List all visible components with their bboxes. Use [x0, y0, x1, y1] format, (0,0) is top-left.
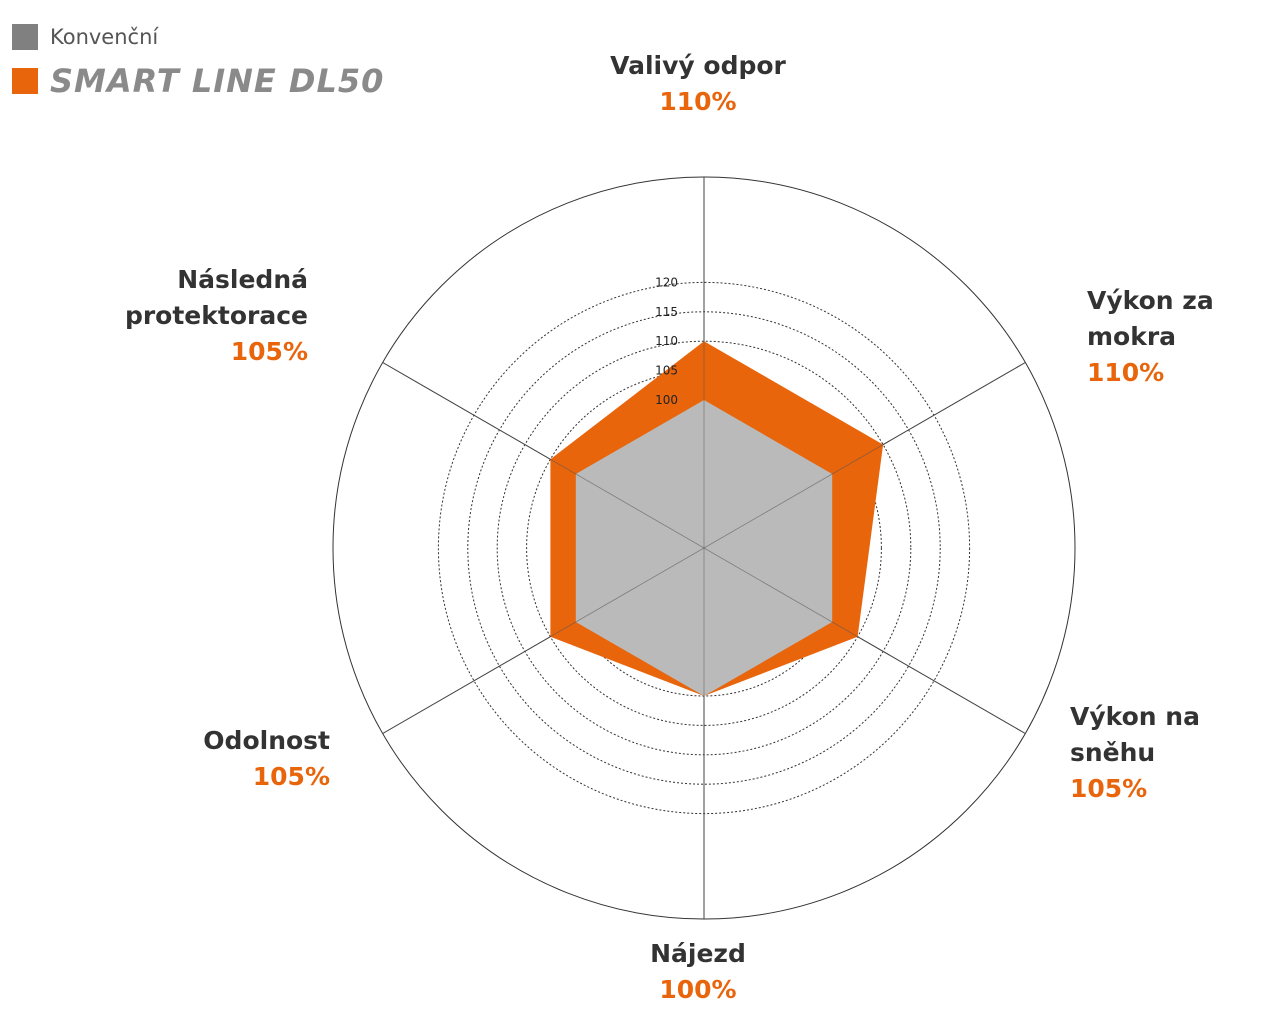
- spoke-overlay-1: [703, 362, 1026, 549]
- axis-label-vykon-na-snehu: Výkon na sněhu 105%: [1070, 699, 1250, 807]
- axis-value: 110%: [659, 87, 737, 116]
- legend-item-konvencni: Konvenční: [12, 22, 384, 52]
- legend-label-konvencni: Konvenční: [50, 25, 159, 49]
- axis-value: 105%: [1070, 774, 1148, 803]
- axis-value: 100%: [659, 975, 737, 1004]
- axis-name: Nájezd: [650, 939, 746, 968]
- axis-label-nasledna-protektorace: Následná protektorace 105%: [60, 262, 308, 370]
- tick-label-115: 115: [655, 305, 678, 319]
- spoke-overlay-2: [703, 547, 1026, 734]
- axis-name: Výkon za mokra: [1087, 286, 1214, 351]
- legend-swatch-smartline: [12, 68, 38, 94]
- axis-name: Výkon na sněhu: [1070, 702, 1200, 767]
- tick-label-120: 120: [655, 275, 678, 289]
- axis-value: 110%: [1087, 358, 1165, 387]
- spoke-overlay-5: [382, 362, 705, 549]
- radial-tick-labels: 100 105 110 115 120: [655, 275, 678, 407]
- tick-label-100: 100: [655, 393, 678, 407]
- ring-105: [526, 370, 882, 726]
- legend-swatch-konvencni: [12, 24, 38, 50]
- axis-label-vykon-za-mokra: Výkon za mokra 110%: [1087, 283, 1257, 391]
- axis-value: 105%: [252, 762, 330, 791]
- axis-name: Následná protektorace: [124, 265, 308, 330]
- radar-inner-spokes: [382, 177, 1026, 919]
- axis-name: Odolnost: [203, 726, 330, 755]
- legend-item-smartline: SMART LINE DL50: [12, 62, 384, 100]
- tick-label-105: 105: [655, 364, 678, 378]
- tick-label-110: 110: [655, 334, 678, 348]
- axis-name: Valivý odpor: [610, 51, 786, 80]
- radar-series: [550, 341, 884, 696]
- smartline-dl50-logo: SMART LINE DL50: [50, 62, 385, 100]
- axis-label-najezd: Nájezd 100%: [598, 936, 798, 1008]
- axis-label-odolnost: Odolnost 105%: [130, 723, 330, 795]
- spoke-overlay-4: [382, 547, 705, 734]
- legend: Konvenční SMART LINE DL50: [12, 22, 384, 110]
- axis-label-valivy-odpor: Valivý odpor 110%: [578, 48, 818, 120]
- axis-value: 105%: [230, 337, 308, 366]
